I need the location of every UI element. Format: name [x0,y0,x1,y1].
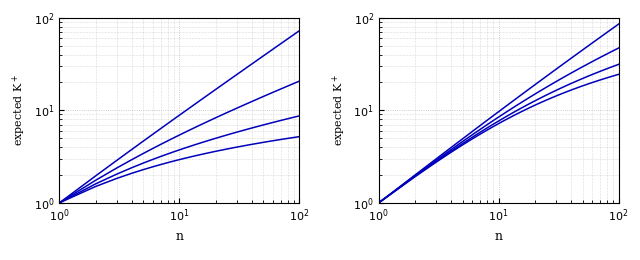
Y-axis label: expected K$^+$: expected K$^+$ [330,74,348,146]
Y-axis label: expected K$^+$: expected K$^+$ [11,74,28,146]
X-axis label: n: n [175,230,184,243]
X-axis label: n: n [495,230,503,243]
